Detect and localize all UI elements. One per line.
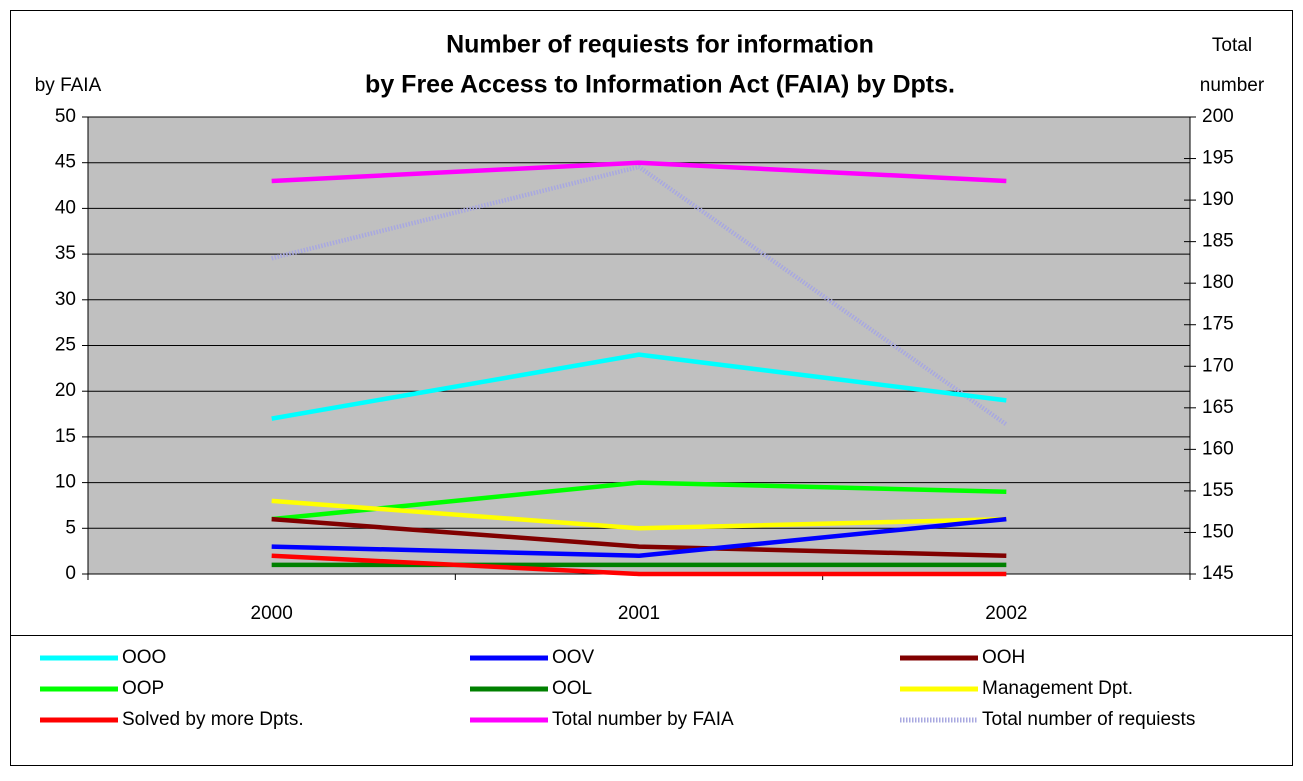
y2-tick-label: 145	[1202, 563, 1234, 584]
series-line	[271, 480, 1007, 522]
legend-label: Total number by FAIA	[552, 709, 734, 730]
series-line	[271, 516, 1007, 558]
legend-label: Management Dpt.	[982, 678, 1133, 699]
y2-tick-label: 180	[1202, 272, 1234, 293]
series-line	[271, 553, 1007, 577]
y-tick-label: 30	[55, 289, 76, 310]
y2-tick-label: 165	[1202, 397, 1234, 418]
y-tick-label: 10	[55, 472, 76, 493]
series-line	[271, 498, 1007, 531]
y2-tick-label: 195	[1202, 148, 1234, 169]
series-line	[271, 164, 1008, 427]
legend-label: OOO	[122, 647, 166, 668]
chart-title: Number of requiests for information	[446, 31, 874, 59]
x-tick-label: 2001	[618, 603, 660, 624]
legend-label: OOP	[122, 678, 164, 699]
legend-label: Total number of requiests	[982, 709, 1195, 730]
series-line	[271, 352, 1007, 421]
y-tick-label: 0	[65, 563, 76, 584]
y2-axis-label: number	[1200, 75, 1265, 96]
x-tick-label: 2000	[251, 603, 293, 624]
y-tick-label: 20	[55, 380, 76, 401]
y2-tick-label: 175	[1202, 314, 1234, 335]
legend-label: OOV	[552, 647, 595, 668]
y2-tick-label: 150	[1202, 521, 1234, 542]
series-line	[271, 160, 1007, 184]
x-tick-label: 2002	[985, 603, 1027, 624]
y-tick-label: 5	[65, 517, 76, 538]
y-tick-label: 40	[55, 197, 76, 218]
y2-tick-label: 155	[1202, 480, 1234, 501]
legend-label: OOH	[982, 647, 1025, 668]
y-tick-label: 15	[55, 426, 76, 447]
y-tick-label: 25	[55, 335, 76, 356]
y2-tick-label: 160	[1202, 438, 1234, 459]
y2-tick-label: 170	[1202, 355, 1234, 376]
y2-axis-label: Total	[1212, 35, 1252, 56]
y2-tick-label: 200	[1202, 106, 1234, 127]
y2-tick-label: 185	[1202, 231, 1234, 252]
legend-label: Solved by more Dpts.	[122, 709, 304, 730]
y-tick-label: 50	[55, 106, 76, 127]
legend-label: OOL	[552, 678, 592, 699]
y-axis-label: by FAIA	[35, 75, 102, 96]
y-tick-label: 45	[55, 152, 76, 173]
y-tick-label: 35	[55, 243, 76, 264]
series-line	[271, 516, 1007, 558]
chart-title: by Free Access to Information Act (FAIA)…	[365, 71, 955, 99]
y2-tick-label: 190	[1202, 189, 1234, 210]
